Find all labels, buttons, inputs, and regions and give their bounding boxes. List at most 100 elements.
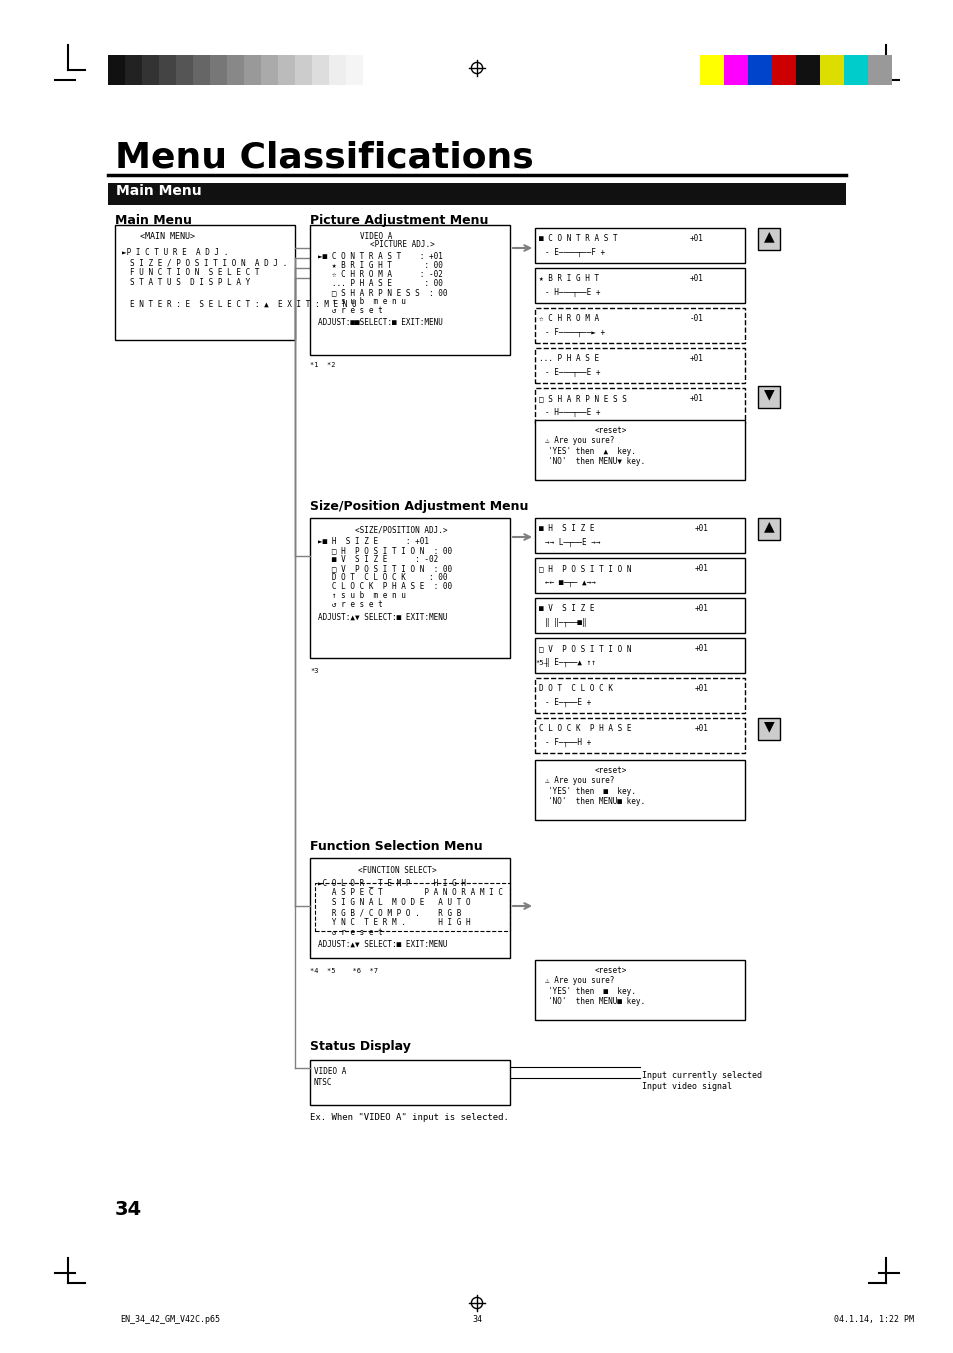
Text: - H───┬──E +: - H───┬──E + [544,409,599,417]
Text: ↑ s u b  m e n u: ↑ s u b m e n u [317,591,405,599]
Text: VIDEO A: VIDEO A [314,1068,346,1076]
Text: 'YES' then  ▲  key.: 'YES' then ▲ key. [547,446,636,456]
Text: S T A T U S  D I S P L A Y: S T A T U S D I S P L A Y [130,277,250,287]
Text: ■ V  S I Z E: ■ V S I Z E [538,603,594,613]
Text: □ H  P O S I T I O N: □ H P O S I T I O N [538,564,631,574]
Text: ... P H A S E       : 00: ... P H A S E : 00 [317,279,442,288]
Text: 34: 34 [115,1200,142,1219]
Text: NTSC: NTSC [314,1078,333,1086]
Text: ↑ s u b  m e n u: ↑ s u b m e n u [317,298,405,306]
Text: 34: 34 [472,1315,481,1325]
Bar [535,518,744,553]
Bar [159,55,175,85]
Text: Ex. When "VIDEO A" input is selected.: Ex. When "VIDEO A" input is selected. [310,1114,508,1122]
Text: Input currently selected: Input currently selected [641,1072,761,1080]
Text: →→ L─┬──E →→: →→ L─┬──E →→ [544,538,599,547]
Bar [310,518,510,658]
Text: ▼: ▼ [763,387,774,400]
Text: ►P I C T U R E  A D J .: ►P I C T U R E A D J . [122,248,228,257]
Bar [700,55,723,85]
Text: □ V  P O S I T I O N  : 00: □ V P O S I T I O N : 00 [317,564,452,574]
Text: ⚠ Are you sure?: ⚠ Are you sure? [544,976,614,985]
Text: F U N C T I O N  S E L E C T: F U N C T I O N S E L E C T [130,268,259,277]
Text: 04.1.14, 1:22 PM: 04.1.14, 1:22 PM [833,1315,913,1325]
Bar [535,678,744,713]
Text: ADJUST:■■SELECT:■ EXIT:MENU: ADJUST:■■SELECT:■ EXIT:MENU [317,318,442,327]
Text: *5–: *5– [535,660,547,666]
Bar [227,55,244,85]
Text: ⚠ Are you sure?: ⚠ Are you sure? [544,436,614,445]
Bar [142,55,159,85]
Text: ADJUST:▲▼ SELECT:■ EXIT:MENU: ADJUST:▲▼ SELECT:■ EXIT:MENU [317,613,447,622]
Text: ►C O L O R _ T E M P     H I G H: ►C O L O R _ T E M P H I G H [317,878,465,888]
Bar [294,55,312,85]
Bar [346,55,363,85]
Bar [535,598,744,633]
Bar [535,229,744,262]
Bar [310,858,510,958]
Text: R G B / C O M P O .    R G B: R G B / C O M P O . R G B [317,908,461,917]
Text: ★ B R I G H T: ★ B R I G H T [538,275,598,283]
Text: Size/Position Adjustment Menu: Size/Position Adjustment Menu [310,501,528,513]
Bar [758,718,780,740]
Bar [723,55,747,85]
Text: 'YES' then  ■  key.: 'YES' then ■ key. [547,986,636,996]
Text: D O T  C L O C K     : 00: D O T C L O C K : 00 [317,574,447,582]
Text: +01: +01 [689,394,703,403]
Text: <reset>: <reset> [595,966,627,976]
Text: ADJUST:▲▼ SELECT:■ EXIT:MENU: ADJUST:▲▼ SELECT:■ EXIT:MENU [317,940,447,948]
Bar [758,386,780,409]
Text: ↺ r e s e t: ↺ r e s e t [317,928,382,938]
Text: - F────┬──► +: - F────┬──► + [544,327,604,337]
Bar [535,557,744,593]
Text: ☆ C H R O M A: ☆ C H R O M A [538,314,598,323]
Bar [329,55,346,85]
Text: ■ V  S I Z E      : -02: ■ V S I Z E : -02 [317,555,437,564]
Bar [535,760,744,820]
Text: □ H  P O S I T I O N  : 00: □ H P O S I T I O N : 00 [317,547,452,555]
Text: ■ H  S I Z E: ■ H S I Z E [538,524,594,533]
Text: +01: +01 [695,603,708,613]
Bar [310,1059,510,1105]
Bar [758,229,780,250]
Bar [108,183,845,206]
Text: +01: +01 [695,724,708,733]
Text: Menu Classifications: Menu Classifications [115,139,533,175]
Text: ‖ ‖─┬──■‖: ‖ ‖─┬──■‖ [544,618,586,628]
Bar [747,55,771,85]
Text: □ S H A R P N E S S: □ S H A R P N E S S [538,394,626,403]
Bar [820,55,843,85]
Text: S I G N A L  M O D E   A U T O: S I G N A L M O D E A U T O [317,898,470,907]
Bar [314,884,510,931]
Bar [535,419,744,480]
Text: Y N C  T E R M .       H I G H: Y N C T E R M . H I G H [317,917,470,927]
Text: ←← ■─┬─ ▲→→: ←← ■─┬─ ▲→→ [544,578,596,587]
Text: □ V  P O S I T I O N: □ V P O S I T I O N [538,644,631,653]
Text: 'NO'  then MENU▼ key.: 'NO' then MENU▼ key. [547,457,644,465]
Bar [535,961,744,1020]
Text: ⚠ Are you sure?: ⚠ Are you sure? [544,777,614,785]
Text: - E────┬──F +: - E────┬──F + [544,248,604,257]
Text: ▲: ▲ [763,229,774,244]
Text: ↺ r e s e t: ↺ r e s e t [317,306,382,315]
Text: <PICTURE ADJ.>: <PICTURE ADJ.> [370,239,435,249]
Bar [310,225,510,354]
Text: ‖ E─┬──▲ ↑↑: ‖ E─┬──▲ ↑↑ [544,658,596,667]
Text: Function Selection Menu: Function Selection Menu [310,840,482,852]
Bar [261,55,277,85]
Text: S I Z E / P O S I T I O N  A D J .: S I Z E / P O S I T I O N A D J . [130,258,287,267]
Bar [843,55,867,85]
Bar [175,55,193,85]
Text: - E───┬──E +: - E───┬──E + [544,368,599,377]
Text: -01: -01 [689,314,703,323]
Text: <MAIN MENU>: <MAIN MENU> [140,231,195,241]
Bar [771,55,795,85]
Text: □ S H A R P N E S S  : 00: □ S H A R P N E S S : 00 [317,288,447,298]
Text: *3: *3 [310,668,318,674]
Bar [795,55,820,85]
Bar [312,55,329,85]
Bar [535,308,744,344]
Text: +01: +01 [695,564,708,574]
Text: C L O C K  P H A S E  : 00: C L O C K P H A S E : 00 [317,582,452,591]
Bar [277,55,294,85]
